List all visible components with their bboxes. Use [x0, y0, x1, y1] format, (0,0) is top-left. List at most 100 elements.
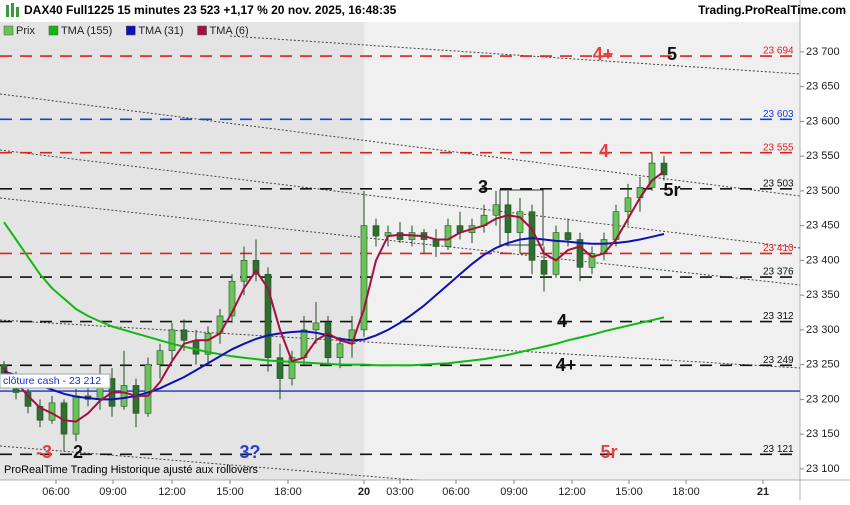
- legend-swatch: [3, 25, 14, 36]
- trend-line: [0, 93, 800, 197]
- wave-label: 3: [478, 177, 488, 197]
- y-tick-label: 23 600: [806, 115, 840, 127]
- y-tick-label: 23 450: [806, 220, 840, 232]
- y-tick-label: 23 500: [806, 185, 840, 197]
- wave-label: 3?: [239, 442, 260, 462]
- candle-body: [288, 357, 296, 379]
- wave-label: -3: [36, 442, 52, 462]
- candle-body: [492, 204, 500, 216]
- candle-body: [132, 385, 140, 414]
- logo: [11, 3, 14, 17]
- candle-body: [624, 197, 632, 213]
- y-tick-label: 23 300: [806, 324, 840, 336]
- wave-label: 2: [73, 442, 83, 462]
- logo: [6, 5, 9, 17]
- chart-title: DAX40 Full1225 15 minutes 23 523 +1,17 %…: [24, 3, 397, 17]
- x-tick-label: 18:00: [274, 486, 302, 498]
- x-tick-label: 20: [358, 486, 370, 498]
- candle-body: [252, 260, 260, 275]
- trend-line: [229, 35, 800, 75]
- level-label: 23 694: [763, 46, 794, 57]
- legend-label: TMA (6): [210, 25, 249, 37]
- level-label: 23 555: [763, 142, 794, 153]
- level-label: 23 121: [763, 444, 794, 455]
- candle-body: [516, 211, 524, 233]
- x-tick-label: 15:00: [216, 486, 244, 498]
- wave-label: 5: [667, 44, 677, 64]
- candle-body: [528, 211, 536, 261]
- x-tick-label: 09:00: [500, 486, 528, 498]
- candle-body: [648, 162, 656, 188]
- wave-label: 5r: [600, 442, 617, 462]
- ma-line: [3, 170, 665, 423]
- candle-body: [444, 225, 452, 247]
- candle-body: [168, 329, 176, 352]
- candle-body: [240, 260, 248, 282]
- y-tick-label: 23 550: [806, 150, 840, 162]
- plot: [0, 55, 800, 456]
- candle-body: [588, 253, 596, 268]
- candle-body: [360, 225, 368, 331]
- legend-swatch: [48, 25, 59, 36]
- wave-label: 5r: [663, 180, 680, 200]
- logo: [16, 7, 19, 17]
- ma-line: [3, 221, 665, 367]
- wave-label: 4: [599, 141, 609, 161]
- level-label: 23 410: [763, 243, 794, 254]
- wave-label: 4+: [593, 44, 614, 64]
- close-label-box: [0, 373, 111, 389]
- y-tick-label: 23 650: [806, 81, 840, 93]
- trend-line: [0, 445, 421, 480]
- level-label: 23 312: [763, 311, 794, 322]
- level-label: 23 249: [763, 355, 794, 366]
- candle-body: [540, 260, 548, 275]
- candle-body: [180, 329, 188, 341]
- candle-body: [276, 357, 284, 379]
- candle-body: [264, 273, 272, 358]
- y-tick-label: 23 700: [806, 46, 840, 58]
- trend-line: [0, 319, 800, 369]
- x-tick-label: 09:00: [99, 486, 127, 498]
- candle-body: [312, 322, 320, 331]
- candle-body: [552, 232, 560, 275]
- site-name: Trading.ProRealTime.com: [698, 3, 846, 17]
- y-tick-label: 23 150: [806, 428, 840, 440]
- y-tick-label: 23 400: [806, 254, 840, 266]
- candle-body: [432, 239, 440, 247]
- legend-label: TMA (31): [138, 25, 183, 37]
- candle-body: [576, 239, 584, 268]
- x-tick-label: 12:00: [558, 486, 586, 498]
- candle-body: [336, 343, 344, 358]
- y-tick-label: 23 350: [806, 289, 840, 301]
- candle-body: [228, 280, 236, 317]
- candle-body: [396, 232, 404, 240]
- y-tick-label: 23 250: [806, 359, 840, 371]
- candle-body: [564, 232, 572, 240]
- y-tick-label: 23 200: [806, 393, 840, 405]
- x-tick-label: 18:00: [672, 486, 700, 498]
- level-label: 23 376: [763, 267, 794, 278]
- candle-body: [156, 350, 164, 365]
- wave-label: 4+: [556, 355, 577, 375]
- session-shade: [0, 22, 364, 480]
- legend-swatch: [197, 25, 207, 36]
- x-tick-label: 15:00: [615, 486, 643, 498]
- candle-body: [504, 204, 512, 233]
- x-tick-label: 21: [757, 486, 769, 498]
- close-label: clôture cash - 23 212: [3, 375, 101, 387]
- x-tick-label: 12:00: [158, 486, 186, 498]
- footer: ProRealTime Trading Historique ajusté au…: [4, 464, 258, 476]
- x-tick-label: 06:00: [442, 486, 470, 498]
- legend-label: Prix: [16, 25, 35, 37]
- y-tick-label: 23 100: [806, 463, 840, 475]
- legend-swatch: [126, 25, 136, 36]
- level-label: 23 603: [763, 109, 794, 120]
- candle-body: [144, 364, 152, 414]
- candle-body: [120, 385, 128, 407]
- candle-body: [324, 322, 332, 358]
- candle-body: [192, 340, 200, 355]
- trend-lines: [0, 35, 800, 480]
